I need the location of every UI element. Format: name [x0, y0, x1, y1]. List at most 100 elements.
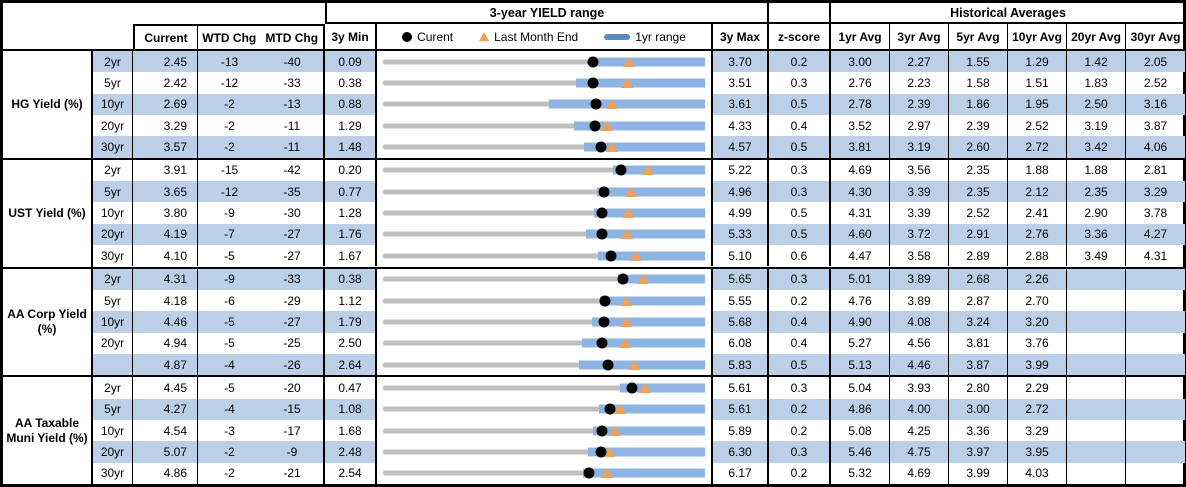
avg-cell[interactable]: 4.30: [831, 181, 890, 203]
avg-cell[interactable]: [1126, 290, 1185, 311]
mtd-chg-cell[interactable]: -40: [261, 51, 325, 73]
avg-cell[interactable]: 2.72: [1008, 398, 1067, 420]
avg-cell[interactable]: 3.72: [890, 223, 949, 246]
3y-min-cell[interactable]: 2.64: [325, 353, 377, 376]
wtd-chg-cell[interactable]: -12: [198, 181, 261, 203]
current-cell[interactable]: 2.42: [133, 72, 198, 94]
avg-cell[interactable]: [1126, 333, 1185, 354]
wtd-chg-cell[interactable]: -13: [198, 51, 261, 73]
3y-max-cell[interactable]: 5.55: [713, 289, 769, 312]
avg-cell[interactable]: 4.08: [890, 311, 949, 333]
3y-min-cell[interactable]: 1.68: [325, 419, 377, 442]
tenor-cell[interactable]: 30yr: [93, 245, 133, 267]
wtd-chg-cell[interactable]: -7: [198, 223, 261, 246]
mtd-chg-cell[interactable]: -15: [261, 398, 325, 420]
avg-cell[interactable]: 3.93: [890, 377, 949, 399]
avg-cell[interactable]: 2.52: [1143, 76, 1168, 91]
mtd-chg-cell[interactable]: -27: [261, 311, 325, 333]
avg-cell[interactable]: 3.29: [1008, 419, 1067, 442]
3y-max-cell[interactable]: 4.33: [713, 115, 769, 137]
avg-cell[interactable]: 1.29: [1008, 51, 1067, 73]
avg-cell[interactable]: 3.99: [949, 462, 1008, 484]
avg-cell[interactable]: 2.78: [831, 93, 890, 116]
avg-cell[interactable]: [1126, 398, 1185, 420]
z-score-cell[interactable]: 0.3: [769, 72, 831, 94]
avg-cell[interactable]: 2.90: [1067, 202, 1126, 224]
tenor-cell[interactable]: 20yr: [93, 115, 133, 137]
current-cell[interactable]: 4.27: [133, 398, 198, 420]
avg-cell[interactable]: 5.32: [831, 462, 890, 484]
avg-cell[interactable]: [1067, 311, 1126, 333]
3y-max-cell[interactable]: 5.22: [713, 159, 769, 182]
avg-cell[interactable]: [1126, 420, 1185, 441]
current-cell[interactable]: 2.45: [133, 51, 198, 73]
avg-cell[interactable]: 5.01: [831, 268, 890, 290]
wtd-chg-cell[interactable]: -2: [224, 466, 235, 481]
3y-max-cell[interactable]: 5.33: [713, 223, 769, 246]
avg-cell[interactable]: 3.36: [1067, 223, 1126, 246]
avg-cell[interactable]: 3.99: [1008, 353, 1067, 376]
avg-cell[interactable]: 4.00: [890, 398, 949, 420]
current-cell[interactable]: 3.57: [133, 136, 198, 158]
avg-cell[interactable]: 1.51: [1008, 72, 1067, 94]
avg-cell[interactable]: 2.29: [1008, 377, 1067, 399]
avg-cell[interactable]: 2.50: [1067, 93, 1126, 116]
avg-cell[interactable]: 4.76: [831, 289, 890, 312]
avg-cell[interactable]: [1067, 332, 1126, 354]
avg-cell[interactable]: 4.31: [1143, 248, 1168, 263]
avg-cell[interactable]: 2.23: [890, 72, 949, 94]
mtd-chg-cell[interactable]: -21: [261, 462, 325, 484]
avg-cell[interactable]: 3.00: [831, 51, 890, 73]
avg-cell[interactable]: 2.87: [949, 289, 1008, 312]
range-chart-cell[interactable]: [377, 268, 713, 290]
3y-min-cell[interactable]: 0.20: [325, 159, 377, 182]
3y-max-cell[interactable]: 6.30: [713, 441, 769, 463]
wtd-chg-cell[interactable]: -9: [224, 206, 235, 221]
z-score-cell[interactable]: 0.3: [769, 377, 831, 399]
range-chart-cell[interactable]: [377, 398, 713, 420]
mtd-chg-cell[interactable]: -42: [261, 159, 325, 182]
avg-cell[interactable]: 3.16: [1126, 93, 1185, 116]
3y-min-cell[interactable]: 0.38: [325, 72, 377, 94]
range-chart-cell[interactable]: [377, 462, 713, 484]
z-score-cell[interactable]: 0.4: [769, 311, 831, 333]
range-chart-cell[interactable]: [377, 332, 713, 354]
3y-min-cell[interactable]: 2.54: [325, 462, 377, 484]
mtd-chg-cell[interactable]: -11: [261, 115, 325, 137]
mtd-chg-cell[interactable]: -27: [261, 245, 325, 267]
range-chart-cell[interactable]: [377, 419, 713, 442]
avg-cell[interactable]: 1.88: [1008, 159, 1067, 182]
mtd-chg-cell[interactable]: -35: [261, 181, 325, 203]
current-cell[interactable]: 4.10: [133, 245, 198, 267]
range-chart-cell[interactable]: [377, 159, 713, 182]
mtd-chg-cell[interactable]: -33: [261, 268, 325, 290]
3y-max-cell[interactable]: 4.57: [713, 136, 769, 158]
avg-cell[interactable]: 3.39: [890, 202, 949, 224]
3y-min-cell[interactable]: 2.48: [325, 441, 377, 463]
avg-cell[interactable]: 2.41: [1008, 202, 1067, 224]
mtd-chg-cell[interactable]: -20: [261, 377, 325, 399]
avg-cell[interactable]: [1126, 268, 1185, 290]
avg-cell[interactable]: 3.89: [890, 289, 949, 312]
tenor-cell[interactable]: 2yr: [93, 377, 133, 399]
avg-cell[interactable]: 2.12: [1008, 181, 1067, 203]
z-score-cell[interactable]: 0.2: [769, 51, 831, 73]
range-chart-cell[interactable]: [377, 289, 713, 312]
avg-cell[interactable]: 1.58: [949, 72, 1008, 94]
avg-cell[interactable]: 2.80: [949, 377, 1008, 399]
wtd-chg-cell[interactable]: -2: [198, 93, 261, 116]
tenor-cell[interactable]: 5yr: [93, 289, 133, 312]
current-cell[interactable]: 3.80: [133, 202, 198, 224]
current-cell[interactable]: 2.69: [133, 93, 198, 116]
avg-cell[interactable]: 2.91: [949, 223, 1008, 246]
3y-min-cell[interactable]: 2.50: [325, 332, 377, 354]
avg-cell[interactable]: 4.47: [831, 245, 890, 267]
avg-cell[interactable]: 1.83: [1067, 72, 1126, 94]
range-chart-cell[interactable]: [377, 311, 713, 333]
current-cell[interactable]: 3.29: [133, 115, 198, 137]
current-cell[interactable]: 4.87: [133, 353, 198, 376]
3y-min-cell[interactable]: 0.47: [325, 377, 377, 399]
3y-max-cell[interactable]: 5.89: [713, 419, 769, 442]
tenor-cell[interactable]: 30yr: [93, 136, 133, 158]
z-score-cell[interactable]: 0.5: [769, 93, 831, 116]
